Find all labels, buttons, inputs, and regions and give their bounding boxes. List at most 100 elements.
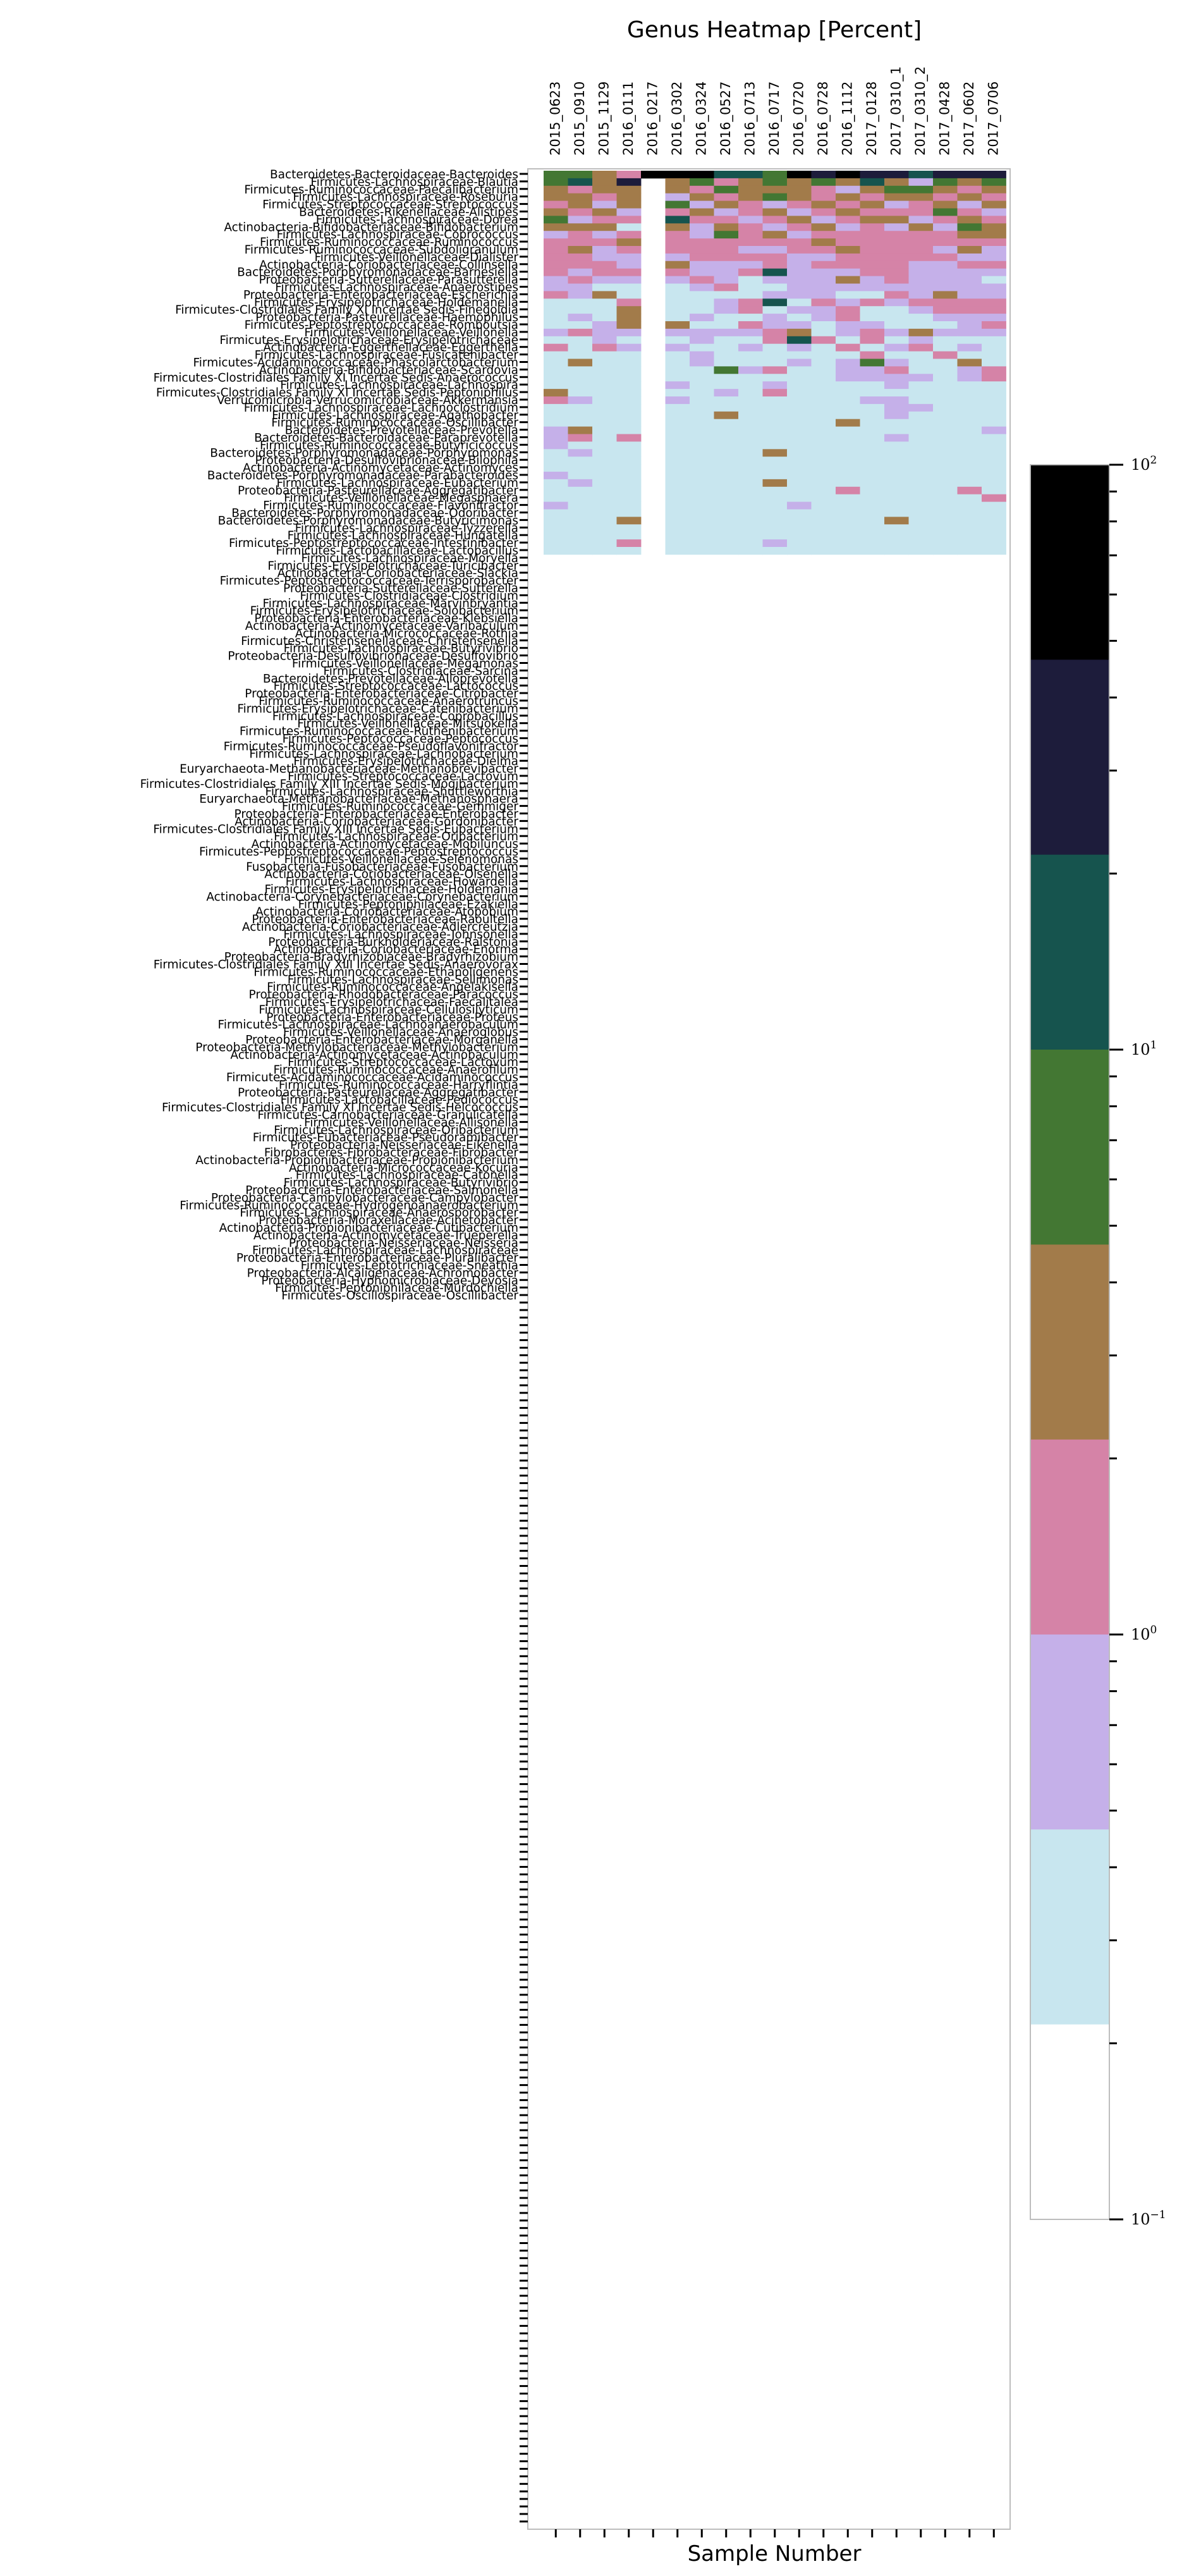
heatmap-cell — [811, 366, 836, 374]
heatmap-cell — [665, 276, 690, 284]
heatmap-cell — [690, 208, 714, 216]
heatmap-cell — [908, 200, 934, 209]
heatmap-cell — [738, 374, 763, 382]
sample-label: 2016_0717 — [767, 82, 783, 156]
heatmap-cell — [787, 501, 812, 510]
heatmap-cell — [762, 547, 788, 555]
heatmap-cell — [592, 441, 617, 450]
heatmap-cell — [592, 411, 617, 420]
heatmap-cell — [811, 283, 836, 291]
heatmap-cell — [908, 389, 934, 397]
genus-label: Firmicutes-Ruminococcaceae-Flavonifracto… — [263, 500, 518, 513]
heatmap-cell — [860, 509, 885, 517]
heatmap-cell — [884, 336, 909, 345]
heatmap-cell — [762, 486, 788, 495]
heatmap-cell — [787, 441, 812, 450]
heatmap-cell — [665, 472, 690, 480]
heatmap-cell — [933, 396, 958, 405]
heatmap-cell — [714, 366, 739, 374]
heatmap-cell — [884, 238, 909, 247]
heatmap-cell — [933, 268, 958, 276]
heatmap-cell — [762, 457, 788, 465]
heatmap-cell — [884, 381, 909, 389]
heatmap-cell — [860, 464, 885, 472]
genus-label: Firmicutes-Acidaminococcaceae-Acidaminoc… — [226, 1071, 518, 1084]
heatmap-cell — [884, 366, 909, 374]
heatmap-cell — [836, 479, 860, 488]
genus-label: Actinobacteria-Actinomycetaceae-Actinomy… — [243, 462, 518, 475]
genus-label: Firmicutes-Peptostreptococcaceae-Terrisp… — [220, 575, 519, 588]
genus-label: Firmicutes-Lachnospiraceae-Oribacterium — [274, 830, 518, 843]
heatmap-cell — [982, 223, 1006, 231]
heatmap-cell — [811, 185, 836, 194]
heatmap-cell — [884, 208, 909, 216]
heatmap-cell — [908, 464, 934, 472]
heatmap-cell — [982, 306, 1006, 314]
heatmap-cell — [544, 396, 568, 405]
heatmap-cell — [592, 231, 617, 239]
heatmap-cell — [860, 524, 885, 532]
heatmap-cell — [908, 359, 934, 367]
heatmap-cell — [908, 223, 934, 231]
heatmap-cell — [762, 426, 788, 434]
heatmap-cell — [665, 486, 690, 495]
genus-label: Fibrobacteres-Fibrobacteraceae-Fibrobact… — [264, 1146, 519, 1160]
heatmap-cell — [616, 419, 642, 427]
heatmap-cell — [568, 464, 593, 472]
heatmap-cell — [933, 216, 958, 224]
heatmap-cell — [908, 374, 934, 382]
heatmap-cell — [616, 411, 642, 420]
heatmap-cell — [787, 509, 812, 517]
heatmap-cell — [592, 539, 617, 548]
heatmap-cell — [884, 426, 909, 434]
heatmap-cell — [714, 381, 739, 389]
genus-label: Firmicutes-Lachnospiraceae-Shuttleworthi… — [265, 785, 518, 799]
heatmap-cell — [714, 314, 739, 322]
heatmap-cell — [982, 216, 1006, 224]
genus-label: Bacteroidetes-Porphyromonadaceae-Barnesi… — [237, 266, 518, 279]
heatmap-cell — [982, 449, 1006, 457]
heatmap-cell — [933, 517, 958, 525]
heatmap-cell — [616, 261, 642, 269]
heatmap-cell — [616, 381, 642, 389]
heatmap-cell — [665, 366, 690, 374]
heatmap-cell — [714, 208, 739, 216]
heatmap-cell — [738, 464, 763, 472]
heatmap-cell — [568, 171, 593, 179]
genus-label: Firmicutes-Clostridiales Family XIII Inc… — [154, 958, 518, 971]
heatmap-cell — [908, 441, 934, 450]
heatmap-cell — [616, 464, 642, 472]
genus-label: Proteobacteria-Enterobacteriaceae-Klebsi… — [254, 612, 518, 625]
heatmap-cell — [908, 517, 934, 525]
sample-label: 2016_0713 — [742, 82, 758, 156]
heatmap-cell — [811, 509, 836, 517]
heatmap-cell — [884, 321, 909, 329]
heatmap-cell — [957, 253, 982, 262]
genus-label: Firmicutes-Clostridiales Family XIII Inc… — [153, 823, 518, 836]
heatmap-cell — [982, 381, 1006, 389]
heatmap-cell — [690, 426, 714, 434]
heatmap-cell — [957, 366, 982, 374]
heatmap-cell — [836, 434, 860, 442]
heatmap-cell — [544, 193, 568, 201]
genus-label: Firmicutes-Veillonellaceae-Veillonella — [304, 326, 518, 340]
heatmap-cell — [860, 321, 885, 329]
heatmap-cell — [836, 291, 860, 299]
genus-label: Actinobacteria-Corynebacteriaceae-Coryne… — [206, 890, 518, 904]
heatmap-cell — [592, 171, 617, 179]
heatmap-cell — [957, 314, 982, 322]
heatmap-cell — [957, 532, 982, 540]
heatmap-cell — [787, 464, 812, 472]
heatmap-cell — [592, 374, 617, 382]
heatmap-cell — [665, 216, 690, 224]
genus-label: Firmicutes-Lachnospiraceae-Sellimonas — [288, 973, 518, 986]
heatmap-cell — [982, 336, 1006, 345]
sample-label: 2016_0527 — [718, 82, 734, 156]
heatmap-cell — [690, 479, 714, 488]
heatmap-cell — [982, 366, 1006, 374]
heatmap-cell — [592, 328, 617, 337]
genus-label: Actinobacteria-Coriobacteriaceae-Adlercr… — [242, 921, 518, 934]
heatmap-cell — [957, 268, 982, 276]
heatmap-cell — [690, 336, 714, 345]
heatmap-cell — [836, 343, 860, 352]
